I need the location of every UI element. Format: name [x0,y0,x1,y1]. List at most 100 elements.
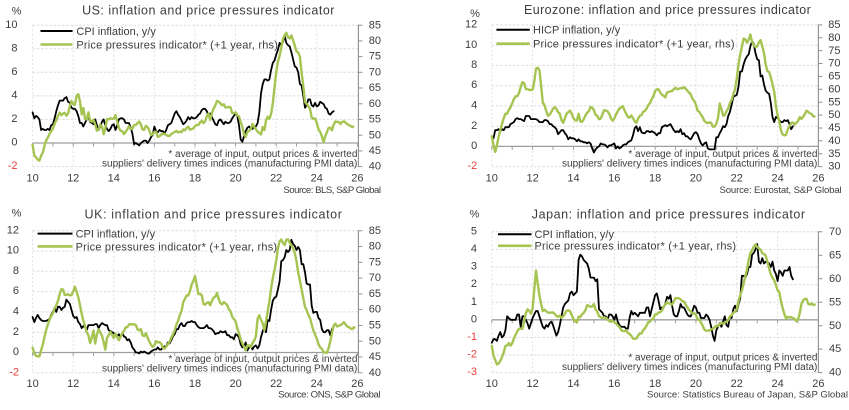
svg-text:60: 60 [369,98,381,110]
svg-text:-3: -3 [467,366,477,378]
svg-text:Source: BLS, S&P Global: Source: BLS, S&P Global [283,185,380,196]
svg-text:1: 1 [471,296,477,308]
svg-text:20: 20 [229,378,241,390]
svg-text:0: 0 [471,313,477,325]
svg-text:0: 0 [471,140,477,152]
svg-text:CPI inflation, y/y: CPI inflation, y/y [76,26,156,38]
svg-text:suppliers' delivery times indi: suppliers' delivery times indices (manuf… [102,364,357,375]
svg-text:22: 22 [731,173,743,185]
svg-text:10: 10 [7,245,19,257]
svg-text:18: 18 [189,173,201,185]
svg-text:8: 8 [471,59,477,71]
svg-text:-2: -2 [467,349,477,361]
svg-text:16: 16 [148,378,160,390]
svg-text:80: 80 [828,32,840,44]
svg-text:24: 24 [771,378,783,390]
svg-text:50: 50 [829,320,841,332]
svg-text:55: 55 [828,96,840,108]
svg-text:40: 40 [369,367,381,379]
svg-text:85: 85 [828,19,840,31]
svg-text:50: 50 [369,335,381,347]
svg-text:75: 75 [369,51,381,63]
svg-text:40: 40 [829,367,841,379]
svg-text:10: 10 [486,173,498,185]
svg-text:12: 12 [526,173,538,185]
svg-text:14: 14 [567,173,579,185]
svg-text:6: 6 [471,79,477,91]
svg-text:60: 60 [829,273,841,285]
svg-text:75: 75 [369,256,381,268]
svg-text:18: 18 [649,173,661,185]
svg-text:4: 4 [471,100,477,112]
svg-text:30: 30 [828,161,840,173]
svg-text:26: 26 [812,378,824,390]
svg-text:65: 65 [369,288,381,300]
svg-text:Japan: inflation and price pre: Japan: inflation and price pressures ind… [532,208,806,222]
svg-text:CPI inflation, y/y: CPI inflation, y/y [76,229,156,241]
svg-text:12: 12 [526,378,538,390]
svg-text:22: 22 [270,173,282,185]
svg-text:20: 20 [690,173,702,185]
svg-text:16: 16 [608,378,620,390]
svg-text:65: 65 [829,249,841,261]
svg-text:HICP inflation, y/y: HICP inflation, y/y [533,25,621,37]
svg-text:-1: -1 [467,331,477,343]
svg-text:24: 24 [311,173,323,185]
svg-text:55: 55 [369,320,381,332]
svg-text:45: 45 [369,351,381,363]
svg-text:%: % [12,5,22,17]
svg-text:8: 8 [11,42,17,54]
svg-text:Source: Statistics Bureau of J: Source: Statistics Bureau of Japan, S&P … [647,389,848,400]
svg-text:* average of input, output pri: * average of input, output prices & inve… [628,352,817,363]
svg-text:26: 26 [812,173,824,185]
svg-text:4: 4 [11,90,17,102]
svg-text:2: 2 [13,326,19,338]
svg-text:Eurozone: inflation and price: Eurozone: inflation and price pressures … [524,3,811,17]
svg-text:Source: ONS, S&P Global: Source: ONS, S&P Global [278,389,380,400]
svg-text:80: 80 [369,241,381,253]
svg-text:45: 45 [828,122,840,134]
svg-text:10: 10 [26,378,38,390]
svg-text:-2: -2 [468,160,478,172]
svg-text:70: 70 [829,226,841,238]
svg-text:Price pressures indicator* (+1: Price pressures indicator* (+1 year, rhs… [535,241,737,253]
svg-text:10: 10 [486,378,498,390]
svg-text:suppliers' delivery times indi: suppliers' delivery times indices (manuf… [562,158,817,169]
svg-text:4: 4 [471,243,477,255]
svg-text:14: 14 [108,378,120,390]
svg-text:* average of input, output pri: * average of input, output prices & inve… [628,149,817,160]
svg-text:26: 26 [351,378,363,390]
svg-text:20: 20 [690,378,702,390]
svg-text:16: 16 [148,173,160,185]
svg-text:65: 65 [828,71,840,83]
svg-text:18: 18 [649,378,661,390]
svg-text:20: 20 [229,173,241,185]
svg-text:18: 18 [189,378,201,390]
svg-text:10: 10 [5,19,17,31]
svg-text:US: inflation and price pressu: US: inflation and price pressures indica… [82,3,335,17]
svg-text:65: 65 [369,82,381,94]
svg-text:16: 16 [608,173,620,185]
svg-text:2: 2 [471,120,477,132]
svg-text:%: % [470,8,480,20]
svg-text:Price pressures indicator* (+1: Price pressures indicator* (+1 year, rhs… [76,39,278,51]
svg-text:14: 14 [567,378,579,390]
svg-text:55: 55 [829,296,841,308]
svg-text:3: 3 [471,261,477,273]
svg-text:26: 26 [351,173,363,185]
svg-text:5: 5 [471,225,477,237]
svg-text:2: 2 [471,278,477,290]
svg-text:12: 12 [7,224,19,236]
svg-text:45: 45 [829,343,841,355]
svg-text:24: 24 [311,378,323,390]
svg-text:22: 22 [270,378,282,390]
svg-text:80: 80 [369,35,381,47]
svg-text:8: 8 [13,265,19,277]
svg-text:UK: inflation and price pressu: UK: inflation and price pressures indica… [84,207,342,221]
svg-text:-2: -2 [9,366,19,378]
svg-text:CPI inflation, y/y: CPI inflation, y/y [535,229,615,241]
svg-text:70: 70 [369,272,381,284]
svg-text:70: 70 [828,58,840,70]
svg-text:Price pressures indicator* (+1: Price pressures indicator* (+1 year, rhs… [76,241,278,253]
svg-text:%: % [470,208,480,220]
